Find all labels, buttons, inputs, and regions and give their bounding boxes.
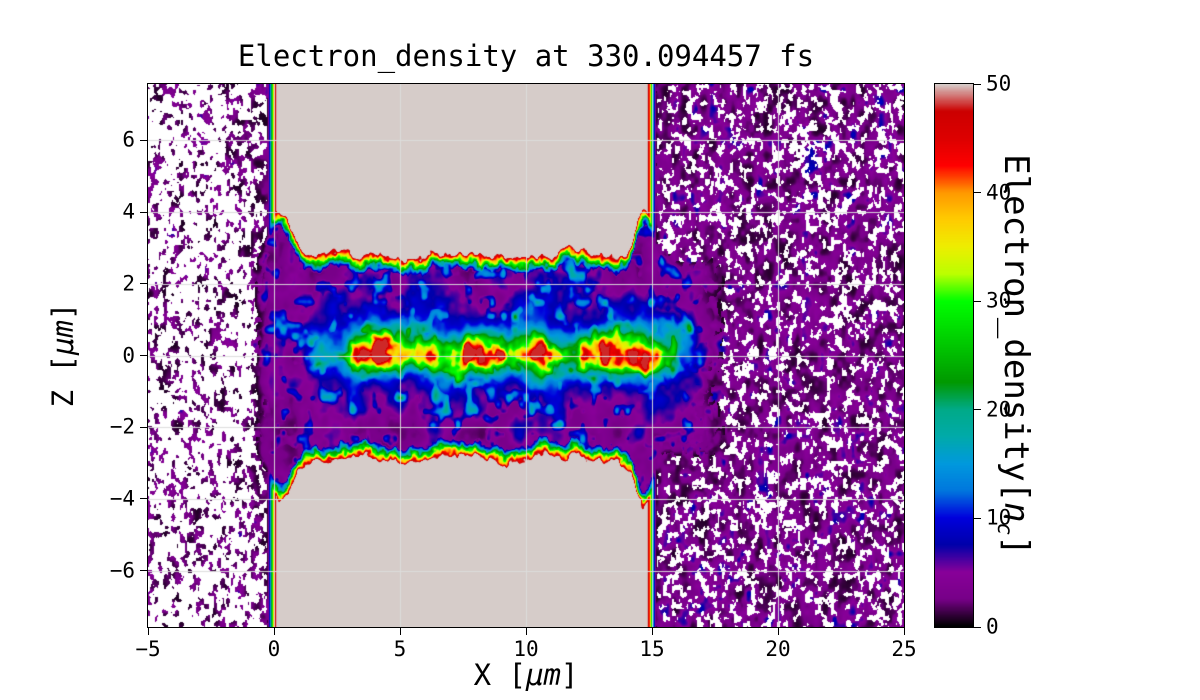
- y-axis-label: Z [μm]: [46, 302, 81, 408]
- colorbar-tick-mark: [974, 517, 981, 519]
- x-tick-label: 25: [891, 637, 917, 661]
- y-tick-mark: [140, 498, 147, 500]
- x-tick-label: 15: [639, 637, 665, 661]
- colorbar-label-sub: c: [993, 522, 1019, 536]
- y-tick-mark: [140, 139, 147, 141]
- heatmap-canvas: [148, 84, 904, 627]
- colorbar-tick-mark: [974, 626, 981, 628]
- x-axis-label: X [μm]: [473, 658, 579, 692]
- y-axis-label-close: ]: [46, 302, 81, 321]
- y-tick-label: 0: [122, 343, 135, 367]
- x-tick-label: 20: [765, 637, 791, 661]
- x-tick-label: 0: [267, 637, 281, 661]
- colorbar-tick-mark: [974, 192, 981, 194]
- x-tick-mark: [525, 628, 527, 635]
- y-tick-label: 2: [122, 271, 135, 296]
- y-tick-mark: [140, 283, 147, 285]
- colorbar-tick-mark: [974, 83, 981, 85]
- x-tick-mark: [273, 628, 275, 635]
- colorbar-label-text: Electron_density[: [995, 154, 1036, 503]
- x-axis-label-text: X [: [473, 658, 526, 692]
- y-tick-label: 4: [122, 199, 135, 224]
- x-tick-mark: [903, 628, 905, 635]
- x-tick-label: −5: [135, 637, 161, 661]
- y-tick-mark: [140, 211, 147, 213]
- plot-area: [147, 83, 905, 628]
- plot-title: Electron_density at 330.094457 fs: [237, 39, 815, 73]
- colorbar-tick-label: 0: [986, 614, 999, 639]
- x-tick-label: 10: [513, 637, 539, 661]
- y-axis-label-text: Z [: [46, 355, 81, 408]
- colorbar-tick-label: 50: [986, 71, 1012, 96]
- y-tick-mark: [140, 355, 147, 356]
- colorbar-gradient: [935, 84, 973, 627]
- colorbar-label: Electron_density[nc]: [993, 154, 1036, 556]
- x-tick-mark: [777, 628, 779, 635]
- y-tick-label: −2: [109, 414, 135, 439]
- y-tick-mark: [140, 426, 147, 428]
- y-tick-label: −4: [109, 486, 135, 511]
- x-tick-label: 5: [393, 637, 407, 661]
- y-tick-label: −6: [109, 558, 135, 583]
- x-tick-mark: [147, 628, 149, 635]
- x-tick-mark: [399, 628, 401, 635]
- y-axis-label-units: μm: [46, 320, 81, 355]
- x-tick-mark: [651, 628, 653, 635]
- colorbar: [934, 83, 974, 628]
- y-tick-label: 6: [122, 127, 135, 152]
- y-tick-mark: [140, 570, 147, 572]
- x-axis-label-close: ]: [560, 658, 579, 692]
- colorbar-label-close: ]: [995, 535, 1036, 556]
- x-axis-label-units: μm: [526, 658, 561, 692]
- colorbar-tick-mark: [974, 409, 981, 411]
- colorbar-tick-mark: [974, 300, 981, 302]
- colorbar-label-var: n: [995, 502, 1036, 523]
